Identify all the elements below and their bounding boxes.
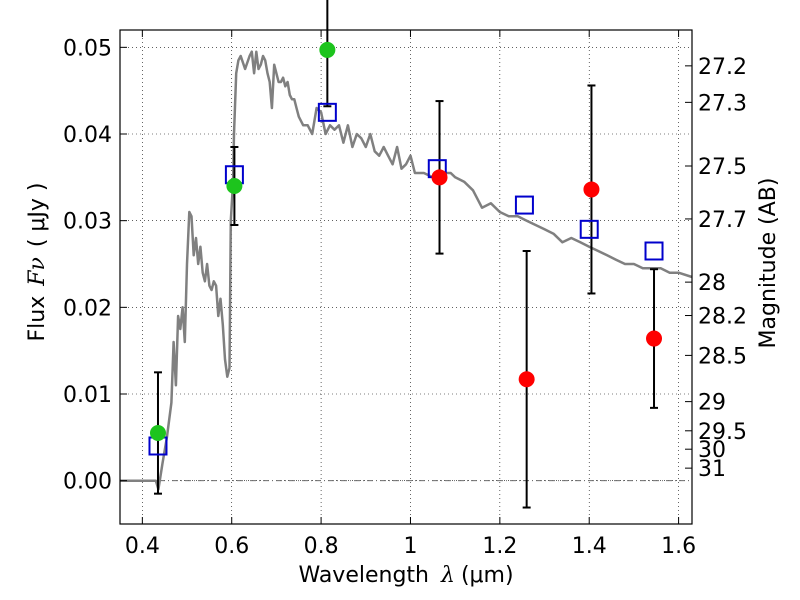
green-flux-point	[149, 425, 166, 441]
red-flux-point	[583, 181, 600, 198]
right-axis-title: Magnitude (AB)	[756, 178, 781, 349]
observed-flux-points	[149, 41, 663, 441]
model-band-flux-marker	[579, 219, 599, 239]
plot-frame	[119, 29, 693, 525]
y-tick-label: 0.05	[63, 36, 112, 61]
green-flux-point	[319, 41, 336, 58]
y-tick-label: 0.03	[63, 210, 112, 235]
x-axis-title-unit: (μm)	[461, 563, 514, 588]
model-sed-line	[120, 50, 693, 491]
y-axis-title-symbol: Fν	[25, 257, 50, 287]
green-flux-point	[226, 178, 243, 194]
red-flux-point	[431, 169, 448, 186]
magnitude-tick-label: 27.3	[698, 91, 747, 116]
magnitude-tick-label: 28.2	[698, 305, 747, 330]
magnitude-tick-label: 28.5	[698, 344, 747, 369]
model-band-flux-marker	[514, 195, 534, 215]
model-band-flux-marker	[644, 241, 664, 261]
model-sed-curve	[120, 50, 693, 491]
magnitude-tick-label: 27.2	[698, 55, 747, 80]
magnitude-tick-label: 29	[698, 391, 726, 416]
magnitude-tick-label: 29.5	[698, 420, 747, 445]
x-axis-title-text: Wavelength	[298, 563, 429, 588]
y-axis-title-unit: ( μJy )	[25, 182, 50, 247]
y-tick-label: 0.02	[63, 296, 112, 321]
magnitude-tick-label: 31	[698, 457, 726, 482]
x-tick-label: 1.6	[661, 534, 696, 559]
axes-frame	[119, 29, 693, 525]
red-flux-point	[518, 371, 535, 388]
model-band-flux-marker	[317, 102, 337, 122]
x-tick-label: 0.6	[214, 534, 249, 559]
model-band-flux-markers	[148, 102, 664, 456]
x-tick-label: 1.2	[482, 534, 517, 559]
axis-ticks: 0.4 0.6 0.8 1 1.2 1.4 1.6 0.00 0.01 0.02 0.03 0.04 0…	[63, 30, 747, 559]
magnitude-tick-label: 30	[698, 438, 726, 463]
x-tick-label: 1	[403, 534, 417, 559]
magnitude-tick-label: 27.5	[698, 155, 747, 180]
x-axis-title-symbol: λ	[440, 563, 455, 588]
magnitude-tick-label: 28	[698, 271, 726, 296]
red-flux-point	[646, 330, 663, 347]
y-tick-label: 0.04	[63, 123, 112, 148]
x-axis-title: Wavelength λ (μm)	[298, 563, 513, 588]
y-tick-label: 0.00	[63, 470, 112, 495]
x-tick-label: 1.4	[572, 534, 607, 559]
y-axis-title-text: Flux	[25, 296, 50, 342]
magnitude-tick-label: 27.7	[698, 208, 747, 233]
x-tick-label: 0.4	[125, 534, 160, 559]
x-tick-label: 0.8	[304, 534, 339, 559]
y-tick-label: 0.01	[63, 383, 112, 408]
y-axis-title: Flux Fν ( μJy )	[25, 182, 50, 341]
